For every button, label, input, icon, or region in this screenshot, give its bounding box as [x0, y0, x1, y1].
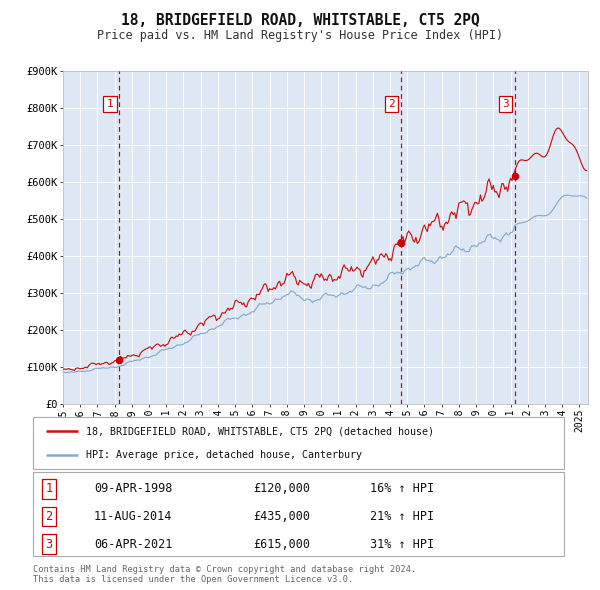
- Text: 3: 3: [46, 537, 52, 550]
- Text: 21% ↑ HPI: 21% ↑ HPI: [370, 510, 434, 523]
- Text: 18, BRIDGEFIELD ROAD, WHITSTABLE, CT5 2PQ: 18, BRIDGEFIELD ROAD, WHITSTABLE, CT5 2P…: [121, 13, 479, 28]
- Text: 3: 3: [502, 99, 509, 109]
- Text: 16% ↑ HPI: 16% ↑ HPI: [370, 482, 434, 495]
- Text: £435,000: £435,000: [253, 510, 310, 523]
- Text: 11-AUG-2014: 11-AUG-2014: [94, 510, 172, 523]
- Text: 2: 2: [388, 99, 395, 109]
- Text: HPI: Average price, detached house, Canterbury: HPI: Average price, detached house, Cant…: [86, 450, 362, 460]
- Text: 1: 1: [106, 99, 113, 109]
- Text: Contains HM Land Registry data © Crown copyright and database right 2024.
This d: Contains HM Land Registry data © Crown c…: [33, 565, 416, 584]
- Text: Price paid vs. HM Land Registry's House Price Index (HPI): Price paid vs. HM Land Registry's House …: [97, 30, 503, 42]
- Text: £615,000: £615,000: [253, 537, 310, 550]
- Text: 31% ↑ HPI: 31% ↑ HPI: [370, 537, 434, 550]
- Text: 09-APR-1998: 09-APR-1998: [94, 482, 172, 495]
- Text: £120,000: £120,000: [253, 482, 310, 495]
- Text: 1: 1: [46, 482, 52, 495]
- Text: 06-APR-2021: 06-APR-2021: [94, 537, 172, 550]
- Text: 18, BRIDGEFIELD ROAD, WHITSTABLE, CT5 2PQ (detached house): 18, BRIDGEFIELD ROAD, WHITSTABLE, CT5 2P…: [86, 426, 434, 436]
- Text: 2: 2: [46, 510, 52, 523]
